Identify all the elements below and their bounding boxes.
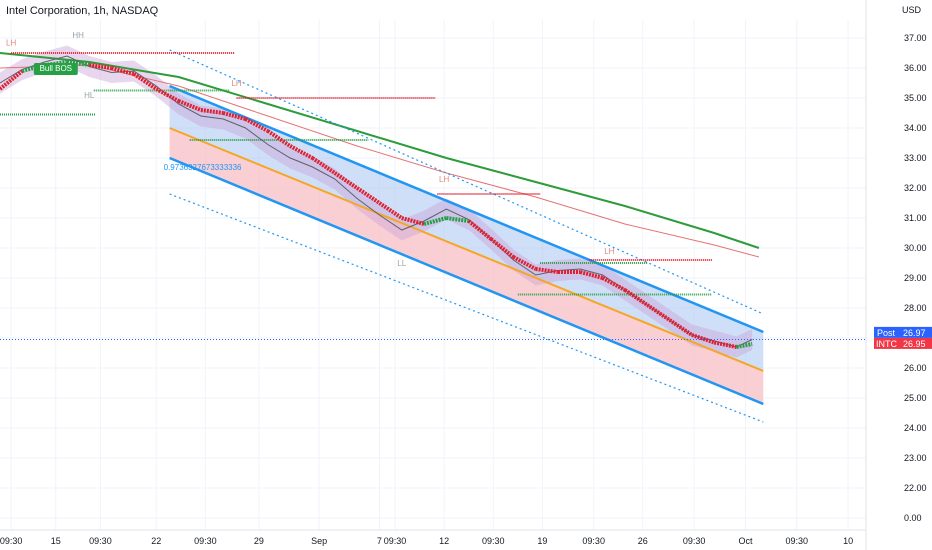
structure-label: LH <box>439 175 449 184</box>
y-tick-label: 33.00 <box>904 153 927 163</box>
x-tick-label: 12 <box>439 536 449 546</box>
downtrend-segment <box>401 216 425 226</box>
y-tick-label: 36.00 <box>904 63 927 73</box>
currency-label: USD <box>902 5 922 15</box>
x-tick-label: 09:30 <box>482 536 505 546</box>
downtrend-segment <box>311 156 336 175</box>
moving-average-long <box>0 52 760 249</box>
uptrend-segment <box>446 216 469 223</box>
structure-label: LH <box>231 79 241 88</box>
downtrend-segment <box>333 171 359 190</box>
x-tick-label: Oct <box>738 536 753 546</box>
y-tick-label: 29.00 <box>904 273 927 283</box>
channel-upper-line <box>169 84 764 334</box>
symbol-label-badge <box>874 337 899 349</box>
structure-label: HH <box>72 31 84 40</box>
y-tick-label: 37.00 <box>904 33 927 43</box>
x-tick-label: 09:30 <box>384 536 407 546</box>
post-label-text: Post <box>877 328 896 338</box>
y-tick-label: 35.00 <box>904 93 927 103</box>
x-tick-label: 09:30 <box>786 536 809 546</box>
y-tick-label: 24.00 <box>904 423 927 433</box>
downtrend-segment <box>601 276 626 292</box>
bull-bos-box <box>33 63 78 75</box>
downtrend-segment <box>378 201 403 220</box>
x-tick-label: Sep <box>311 536 327 546</box>
x-tick-label: 22 <box>151 536 161 546</box>
x-tick-label: 29 <box>254 536 264 546</box>
regression-line <box>169 127 764 372</box>
structure-label: LH <box>604 247 614 256</box>
channel-upper-fill <box>169 86 764 371</box>
downtrend-segment <box>200 108 224 115</box>
channel-outer-lower <box>169 193 764 423</box>
x-tick-label: 19 <box>537 536 547 546</box>
downtrend-segment <box>489 237 515 259</box>
downtrend-segment <box>512 255 537 271</box>
uptrend-segment <box>66 60 90 67</box>
regression-value-label: 0.9736327673333336 <box>164 163 242 172</box>
x-tick-label: 10 <box>843 536 853 546</box>
downtrend-segment <box>89 63 112 70</box>
downtrend-segment <box>623 288 649 307</box>
downtrend-segment <box>289 144 314 160</box>
uptrend-segment <box>736 342 753 349</box>
downtrend-segment <box>132 72 158 91</box>
post-value-text: 26.97 <box>903 328 926 338</box>
structure-label: Bull BOS <box>40 64 72 73</box>
y-tick-label: 34.00 <box>904 123 927 133</box>
downtrend-segment <box>535 267 559 274</box>
post-value-badge <box>899 326 932 338</box>
downtrend-segment <box>266 129 292 148</box>
channel-lower-fill <box>169 128 764 404</box>
y-tick-label: 23.00 <box>904 453 927 463</box>
x-tick-label: 09:30 <box>0 536 22 546</box>
channel-outer-upper <box>169 49 764 315</box>
structure-label: LL <box>397 259 406 268</box>
x-tick-label: 09:30 <box>582 536 605 546</box>
downtrend-segment <box>467 219 493 241</box>
downtrend-segment <box>668 318 694 337</box>
post-label-badge <box>874 326 899 338</box>
y-tick-label: 30.00 <box>904 243 927 253</box>
symbol-value-text: 26.95 <box>903 339 926 349</box>
y-tick-label: 25.00 <box>904 393 927 403</box>
downtrend-segment <box>691 333 715 345</box>
y-tick-label: 32.00 <box>904 183 927 193</box>
y-tick-label: 0.00 <box>904 513 922 523</box>
downtrend-segment <box>111 66 135 76</box>
uptrend-segment <box>423 216 447 226</box>
y-tick-label: 22.00 <box>904 483 927 493</box>
downtrend-segment <box>155 87 180 103</box>
x-tick-label: 09:30 <box>683 536 706 546</box>
x-tick-label: 15 <box>51 536 61 546</box>
chart-title: Intel Corporation, 1h, NASDAQ <box>6 5 159 17</box>
symbol-label-text: INTC <box>876 339 897 349</box>
downtrend-segment <box>244 117 269 133</box>
structure-label: LH <box>6 39 16 48</box>
downtrend-segment <box>646 303 671 322</box>
x-tick-label: 09:30 <box>194 536 217 546</box>
x-tick-label: 09:30 <box>89 536 112 546</box>
downtrend-segment <box>0 69 24 91</box>
downtrend-segment <box>177 99 202 112</box>
x-tick-label: 7 <box>377 536 382 546</box>
price-ribbon-fill <box>0 45 753 358</box>
y-tick-label: 28.00 <box>904 303 927 313</box>
downtrend-segment <box>222 111 247 121</box>
structure-label: HL <box>84 91 95 100</box>
downtrend-segment <box>355 186 381 205</box>
y-tick-label: 31.00 <box>904 213 927 223</box>
x-tick-label: 26 <box>638 536 648 546</box>
y-tick-label: 26.00 <box>904 363 927 373</box>
downtrend-segment <box>579 270 604 280</box>
symbol-value-badge <box>899 337 932 349</box>
downtrend-segment <box>713 340 737 349</box>
channel-lower-line <box>169 156 764 406</box>
